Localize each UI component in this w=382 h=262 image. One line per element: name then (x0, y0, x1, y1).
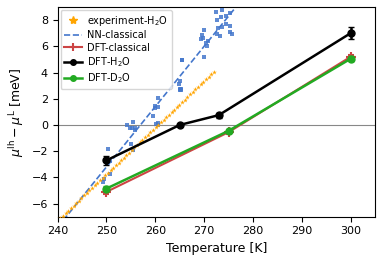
Point (203, 41, 209, 46)
Point (177, 88, 183, 92)
Point (124, 123, 130, 127)
Point (127, 126, 133, 130)
Point (205, 39, 211, 43)
Point (178, 88, 184, 92)
Point (130, 148, 136, 152)
Point (201, 55, 207, 59)
Point (227, 11, 233, 15)
Point (129, 126, 135, 130)
Point (105, 147, 112, 151)
Point (130, 120, 136, 124)
Point (227, 30, 233, 35)
Point (218, 15, 224, 19)
Point (219, 25, 225, 29)
Point (105, 159, 112, 163)
Point (100, 180, 106, 184)
Point (132, 128, 138, 132)
Point (176, 79, 183, 83)
Y-axis label: $\mu^{\mathrm{Ih}} - \mu^{\mathrm{L}}$ [meV]: $\mu^{\mathrm{Ih}} - \mu^{\mathrm{L}}$ [… (7, 67, 26, 156)
Point (153, 122, 159, 126)
Point (101, 177, 107, 181)
Point (150, 114, 156, 118)
Legend: experiment-H$_2$O, NN-classical, DFT-classical, DFT-H$_2$O, DFT-D$_2$O: experiment-H$_2$O, NN-classical, DFT-cla… (60, 10, 172, 89)
Point (155, 105, 161, 109)
Point (104, 161, 110, 165)
Point (219, 8, 225, 13)
Point (214, 17, 220, 21)
Point (128, 141, 134, 146)
Point (155, 96, 162, 100)
Point (155, 121, 161, 125)
Point (155, 123, 162, 127)
Point (214, 32, 220, 36)
Point (227, 24, 233, 28)
Point (213, 10, 219, 14)
Point (227, 0, 233, 4)
Point (152, 106, 158, 110)
Point (107, 172, 113, 176)
Point (224, 1, 230, 6)
Point (180, 58, 186, 62)
Point (200, 36, 206, 40)
Point (223, 22, 229, 26)
Point (179, 58, 185, 62)
Point (176, 82, 182, 86)
Point (178, 87, 185, 91)
Point (228, 32, 235, 36)
Point (177, 87, 183, 91)
Point (215, 26, 221, 30)
Point (131, 126, 138, 130)
Point (102, 159, 108, 163)
Point (223, 13, 229, 18)
Point (199, 33, 205, 37)
Point (217, 34, 223, 38)
X-axis label: Temperature [K]: Temperature [K] (166, 242, 267, 255)
Point (107, 159, 113, 163)
Point (198, 37, 204, 41)
Point (201, 28, 207, 32)
Point (204, 44, 210, 48)
Point (152, 103, 158, 108)
